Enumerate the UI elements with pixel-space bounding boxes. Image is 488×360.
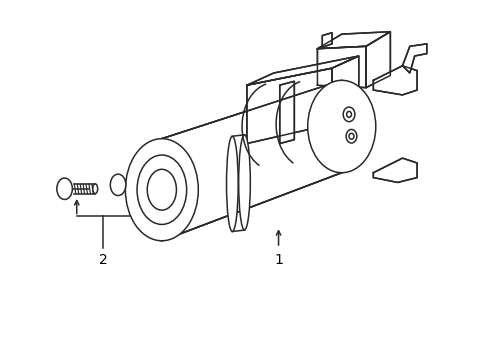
Ellipse shape — [137, 155, 186, 224]
Polygon shape — [372, 66, 416, 95]
Ellipse shape — [307, 80, 375, 173]
Polygon shape — [372, 158, 416, 183]
Ellipse shape — [125, 139, 198, 241]
Ellipse shape — [348, 133, 353, 139]
Ellipse shape — [93, 184, 98, 194]
Ellipse shape — [238, 135, 250, 230]
Ellipse shape — [141, 180, 146, 190]
Polygon shape — [246, 68, 331, 144]
Polygon shape — [279, 81, 294, 144]
Ellipse shape — [57, 178, 72, 199]
Ellipse shape — [343, 107, 354, 122]
Ellipse shape — [147, 169, 176, 210]
Ellipse shape — [346, 112, 351, 117]
Polygon shape — [246, 56, 358, 85]
Polygon shape — [162, 80, 341, 241]
Ellipse shape — [346, 130, 356, 143]
Polygon shape — [402, 44, 426, 73]
Polygon shape — [322, 33, 331, 47]
Polygon shape — [317, 32, 389, 49]
Ellipse shape — [226, 136, 238, 231]
Text: 1: 1 — [274, 253, 283, 267]
Text: 2: 2 — [99, 253, 108, 267]
Polygon shape — [331, 56, 358, 124]
Ellipse shape — [110, 174, 125, 195]
Polygon shape — [366, 32, 389, 87]
Polygon shape — [317, 46, 366, 87]
